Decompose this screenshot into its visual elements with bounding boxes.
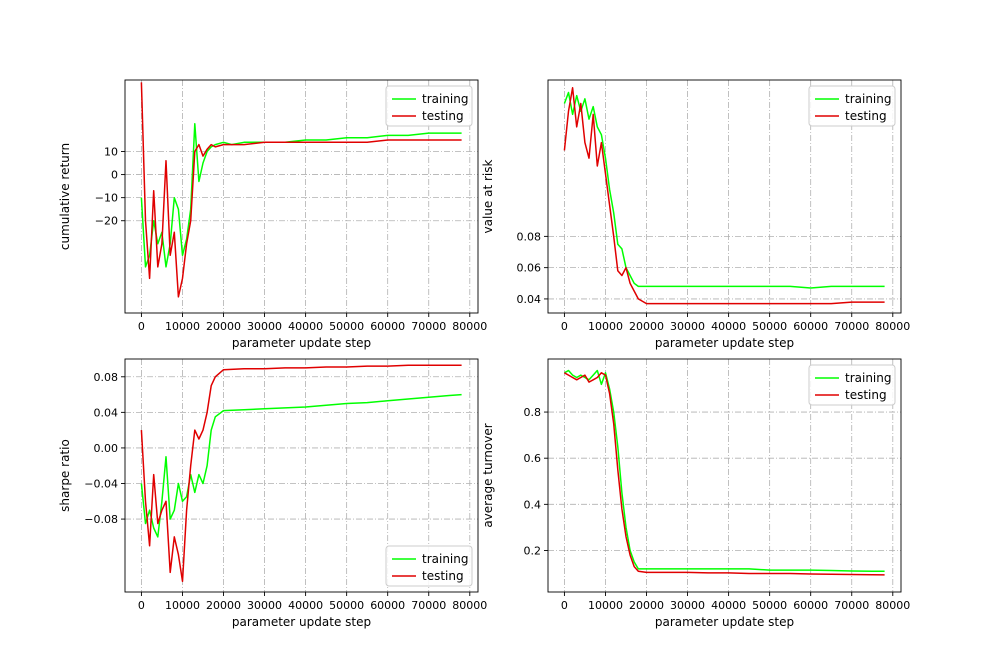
x-tick-label: 0 bbox=[561, 320, 568, 333]
chart-sharpe: 0 10000 20000 30000 40000 50000 60000 70000 8000… bbox=[58, 358, 487, 629]
x-tick-label: 70000 bbox=[834, 599, 869, 612]
series-line-training bbox=[140, 123, 462, 268]
legend-label-training: training bbox=[422, 92, 469, 106]
x-tick-label: 20000 bbox=[206, 599, 241, 612]
x-tick-label: 40000 bbox=[711, 599, 746, 612]
x-axis-label: parameter update step bbox=[655, 615, 794, 629]
x-tick-label: 30000 bbox=[670, 599, 705, 612]
x-tick-label: 20000 bbox=[629, 320, 664, 333]
x-tick-label: 0 bbox=[138, 320, 145, 333]
y-tick-label: 0.08 bbox=[94, 371, 119, 384]
legend: training testing bbox=[385, 545, 473, 587]
chart-turnover: 0 10000 20000 30000 40000 50000 60000 70000 8000… bbox=[481, 358, 910, 629]
x-tick-label: 30000 bbox=[247, 320, 282, 333]
x-axis-label: parameter update step bbox=[655, 336, 794, 350]
plot-frame bbox=[547, 358, 902, 593]
x-tick-label: 70000 bbox=[834, 320, 869, 333]
y-axis-label: sharpe ratio bbox=[58, 439, 72, 512]
y-tick-label: −10 bbox=[95, 192, 118, 205]
y-tick-label: 0.6 bbox=[524, 452, 542, 465]
x-tick-label: 80000 bbox=[875, 599, 910, 612]
legend-label-testing: testing bbox=[845, 388, 887, 402]
x-tick-label: 50000 bbox=[329, 320, 364, 333]
x-tick-label: 60000 bbox=[793, 320, 828, 333]
x-tick-label: 70000 bbox=[411, 599, 446, 612]
x-tick-label: 40000 bbox=[711, 320, 746, 333]
y-tick-label: −0.08 bbox=[84, 513, 118, 526]
y-tick-label: 0.04 bbox=[517, 293, 542, 306]
y-tick-label: 10 bbox=[104, 146, 118, 159]
y-tick-label: 0.00 bbox=[94, 442, 119, 455]
series-line-testing bbox=[140, 364, 462, 583]
x-tick-label: 80000 bbox=[875, 320, 910, 333]
x-tick-label: 50000 bbox=[329, 599, 364, 612]
y-tick-label: 0.04 bbox=[94, 406, 119, 419]
legend: training testing bbox=[808, 85, 896, 127]
x-tick-label: 10000 bbox=[165, 599, 200, 612]
y-tick-label: −0.04 bbox=[84, 478, 118, 491]
plot-frame bbox=[124, 358, 479, 593]
x-tick-label: 10000 bbox=[165, 320, 200, 333]
plot-frame bbox=[547, 79, 902, 314]
series-line-testing bbox=[564, 372, 885, 576]
series-line-training bbox=[563, 91, 885, 289]
y-tick-label: 0.06 bbox=[517, 262, 542, 275]
y-tick-label: 0.08 bbox=[517, 230, 542, 243]
x-axis-label: parameter update step bbox=[232, 336, 371, 350]
x-tick-label: 0 bbox=[138, 599, 145, 612]
plot-frame bbox=[124, 79, 479, 314]
x-tick-label: 20000 bbox=[629, 599, 664, 612]
y-axis-label: average turnover bbox=[481, 423, 495, 527]
legend: training testing bbox=[385, 85, 473, 127]
x-axis-label: parameter update step bbox=[232, 615, 371, 629]
x-tick-label: 80000 bbox=[452, 320, 487, 333]
series-line-training bbox=[564, 369, 885, 572]
chart-var: 0 10000 20000 30000 40000 50000 60000 70000 8000… bbox=[481, 79, 910, 350]
legend-label-training: training bbox=[845, 371, 892, 385]
y-tick-label: 0.8 bbox=[524, 406, 542, 419]
legend-label-training: training bbox=[422, 552, 469, 566]
x-tick-label: 50000 bbox=[752, 320, 787, 333]
x-tick-label: 10000 bbox=[588, 599, 623, 612]
x-tick-label: 60000 bbox=[793, 599, 828, 612]
x-tick-label: 40000 bbox=[288, 599, 323, 612]
y-axis-label: value at risk bbox=[481, 159, 495, 233]
x-tick-label: 80000 bbox=[452, 599, 487, 612]
x-tick-label: 60000 bbox=[370, 320, 405, 333]
y-tick-label: −20 bbox=[95, 215, 118, 228]
legend-label-training: training bbox=[845, 92, 892, 106]
y-axis-label: cumulative return bbox=[58, 143, 72, 250]
y-tick-label: 0.4 bbox=[524, 498, 542, 511]
x-tick-label: 10000 bbox=[588, 320, 623, 333]
chart-cumret: 0 10000 20000 30000 40000 50000 60000 70000 8000… bbox=[58, 79, 487, 350]
x-tick-label: 40000 bbox=[288, 320, 323, 333]
legend-label-testing: testing bbox=[422, 569, 464, 583]
x-tick-label: 0 bbox=[561, 599, 568, 612]
x-tick-label: 60000 bbox=[370, 599, 405, 612]
y-tick-label: 0.2 bbox=[524, 544, 542, 557]
series-line-training bbox=[140, 393, 462, 538]
x-tick-label: 30000 bbox=[670, 320, 705, 333]
x-tick-label: 50000 bbox=[752, 599, 787, 612]
legend-label-testing: testing bbox=[422, 109, 464, 123]
x-tick-label: 70000 bbox=[411, 320, 446, 333]
x-tick-label: 20000 bbox=[206, 320, 241, 333]
legend: training testing bbox=[808, 364, 896, 406]
series-line-testing bbox=[140, 82, 462, 298]
x-tick-label: 30000 bbox=[247, 599, 282, 612]
legend-label-testing: testing bbox=[845, 109, 887, 123]
series-line-testing bbox=[563, 87, 885, 305]
y-tick-label: 0 bbox=[111, 169, 118, 182]
